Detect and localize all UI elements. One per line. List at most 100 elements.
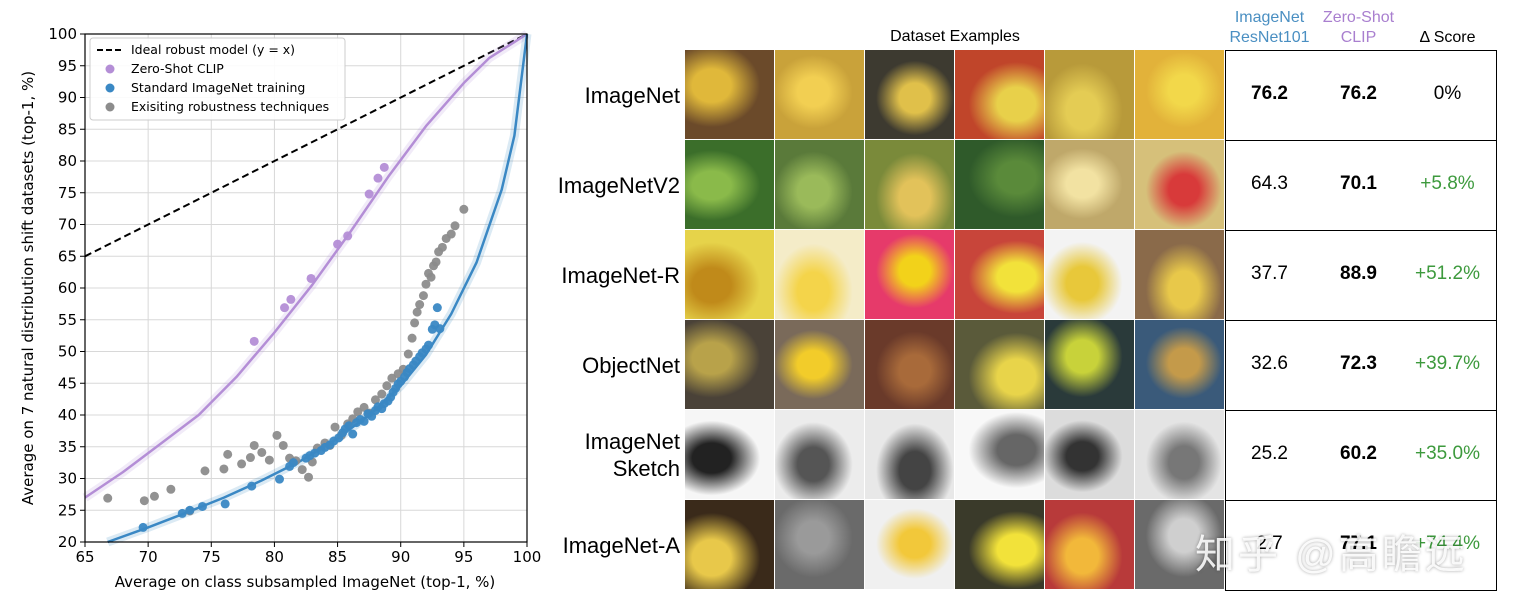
dataset-example-image xyxy=(865,50,954,139)
row-label-line1: ImageNet xyxy=(584,83,680,108)
dataset-example-image xyxy=(865,410,954,499)
dataset-example-image xyxy=(865,140,954,229)
robustness-point xyxy=(370,395,380,405)
resnet-score: 25.2 xyxy=(1251,443,1288,464)
clip-point xyxy=(364,189,374,199)
robustness-point xyxy=(257,447,267,457)
x-tick-label: 90 xyxy=(391,548,410,566)
standard-point xyxy=(348,429,358,439)
clip-point xyxy=(306,273,316,283)
delta-score: +51.2% xyxy=(1415,263,1480,284)
robustness-point xyxy=(237,459,247,469)
clip-point xyxy=(249,336,259,346)
resnet-score: 64.3 xyxy=(1251,173,1288,194)
clip-point xyxy=(333,239,343,249)
row-label: ImageNet xyxy=(545,82,680,109)
delta-score: +5.8% xyxy=(1420,173,1475,194)
robustness-point xyxy=(450,221,460,231)
standard-point xyxy=(274,474,284,484)
x-tick-label: 80 xyxy=(265,548,284,566)
row-label-line2: Sketch xyxy=(612,456,680,481)
row-label: ImageNet-R xyxy=(545,262,680,289)
dataset-example-image xyxy=(1135,500,1224,589)
robustness-point xyxy=(421,279,431,289)
standard-point xyxy=(138,522,148,532)
x-tick-label: 65 xyxy=(75,548,94,566)
header-resnet-line1: ImageNet xyxy=(1234,9,1305,26)
row-label: ImageNet Sketch xyxy=(545,428,680,482)
table-row-divider xyxy=(1225,230,1497,231)
clip-point xyxy=(286,294,296,304)
robustness-point xyxy=(219,464,229,474)
dataset-example-image xyxy=(775,500,864,589)
robustness-point xyxy=(437,242,447,252)
delta-score: +39.7% xyxy=(1415,353,1480,374)
y-tick-label: 40 xyxy=(58,406,77,424)
resnet-score: 76.2 xyxy=(1251,83,1288,104)
x-tick-label: 85 xyxy=(328,548,347,566)
table-row-divider xyxy=(1225,320,1497,321)
dataset-example-image xyxy=(1045,230,1134,319)
header-resnet-line2: ResNet101 xyxy=(1229,29,1310,46)
resnet-score: 32.6 xyxy=(1251,353,1288,374)
clip-score: 88.9 xyxy=(1340,263,1377,284)
header-dataset-examples: Dataset Examples xyxy=(890,28,1020,45)
robustness-point xyxy=(418,291,428,301)
clip-score: 72.3 xyxy=(1340,353,1377,374)
legend-swatch-marker xyxy=(105,102,115,112)
clip-score: 60.2 xyxy=(1340,443,1377,464)
table-row-divider xyxy=(1225,410,1497,411)
x-axis-label: Average on class subsampled ImageNet (to… xyxy=(115,573,496,591)
robustness-point xyxy=(415,300,425,310)
y-tick-label: 25 xyxy=(58,501,77,519)
robustness-point xyxy=(410,318,420,328)
dataset-example-image xyxy=(685,500,774,589)
dataset-example-image xyxy=(955,410,1044,499)
y-tick-label: 50 xyxy=(58,343,77,361)
y-tick-label: 90 xyxy=(58,89,77,107)
dataset-example-image xyxy=(775,140,864,229)
robustness-point xyxy=(459,204,469,214)
data-points xyxy=(103,162,469,532)
header-resnet: ImageNet ResNet101 xyxy=(1225,8,1314,48)
robustness-point xyxy=(272,430,282,440)
robustness-scatter-plot: 65 70 75 80 85 90 95 100 20 25 30 35 40 45 50 55 60 65 70 7… xyxy=(19,25,542,591)
clip-point xyxy=(280,303,290,313)
clip-score: 76.2 xyxy=(1340,83,1377,104)
standard-point xyxy=(197,501,207,511)
delta-score: +35.0% xyxy=(1415,443,1480,464)
robustness-point xyxy=(278,440,288,450)
robustness-point xyxy=(249,440,259,450)
legend-label: Ideal robust model (y = x) xyxy=(131,42,295,57)
dataset-example-image xyxy=(1045,140,1134,229)
legend-label: Exisiting robustness techniques xyxy=(131,99,329,114)
dataset-example-image xyxy=(865,320,954,409)
robustness-point xyxy=(103,493,113,503)
dataset-example-image xyxy=(1045,410,1134,499)
standard-point xyxy=(185,505,195,515)
robustness-point xyxy=(412,307,422,317)
legend-box xyxy=(89,37,346,121)
standard-point xyxy=(423,340,433,350)
robustness-point xyxy=(407,333,417,343)
y-axis-label: Average on 7 natural distribution shift … xyxy=(19,71,37,505)
standard-point xyxy=(359,416,369,426)
dataset-example-image xyxy=(1135,230,1224,319)
x-tick-label: 100 xyxy=(513,548,542,566)
dataset-example-image xyxy=(1045,500,1134,589)
robustness-point xyxy=(304,472,314,482)
dataset-example-image xyxy=(685,320,774,409)
header-delta-score: Δ Score xyxy=(1419,29,1476,46)
y-tick-label: 70 xyxy=(58,216,77,234)
table-row-divider xyxy=(1225,590,1497,591)
robustness-point xyxy=(353,407,363,417)
standard-point xyxy=(220,499,230,509)
dataset-example-image xyxy=(1135,320,1224,409)
dataset-example-image xyxy=(775,50,864,139)
ideal-robust-line xyxy=(84,33,528,258)
standard-point xyxy=(344,421,354,431)
header-clip: Zero-Shot CLIP xyxy=(1314,8,1403,48)
row-label-line1: ImageNet-R xyxy=(561,263,680,288)
standard-point xyxy=(435,324,445,334)
dataset-example-image xyxy=(775,230,864,319)
